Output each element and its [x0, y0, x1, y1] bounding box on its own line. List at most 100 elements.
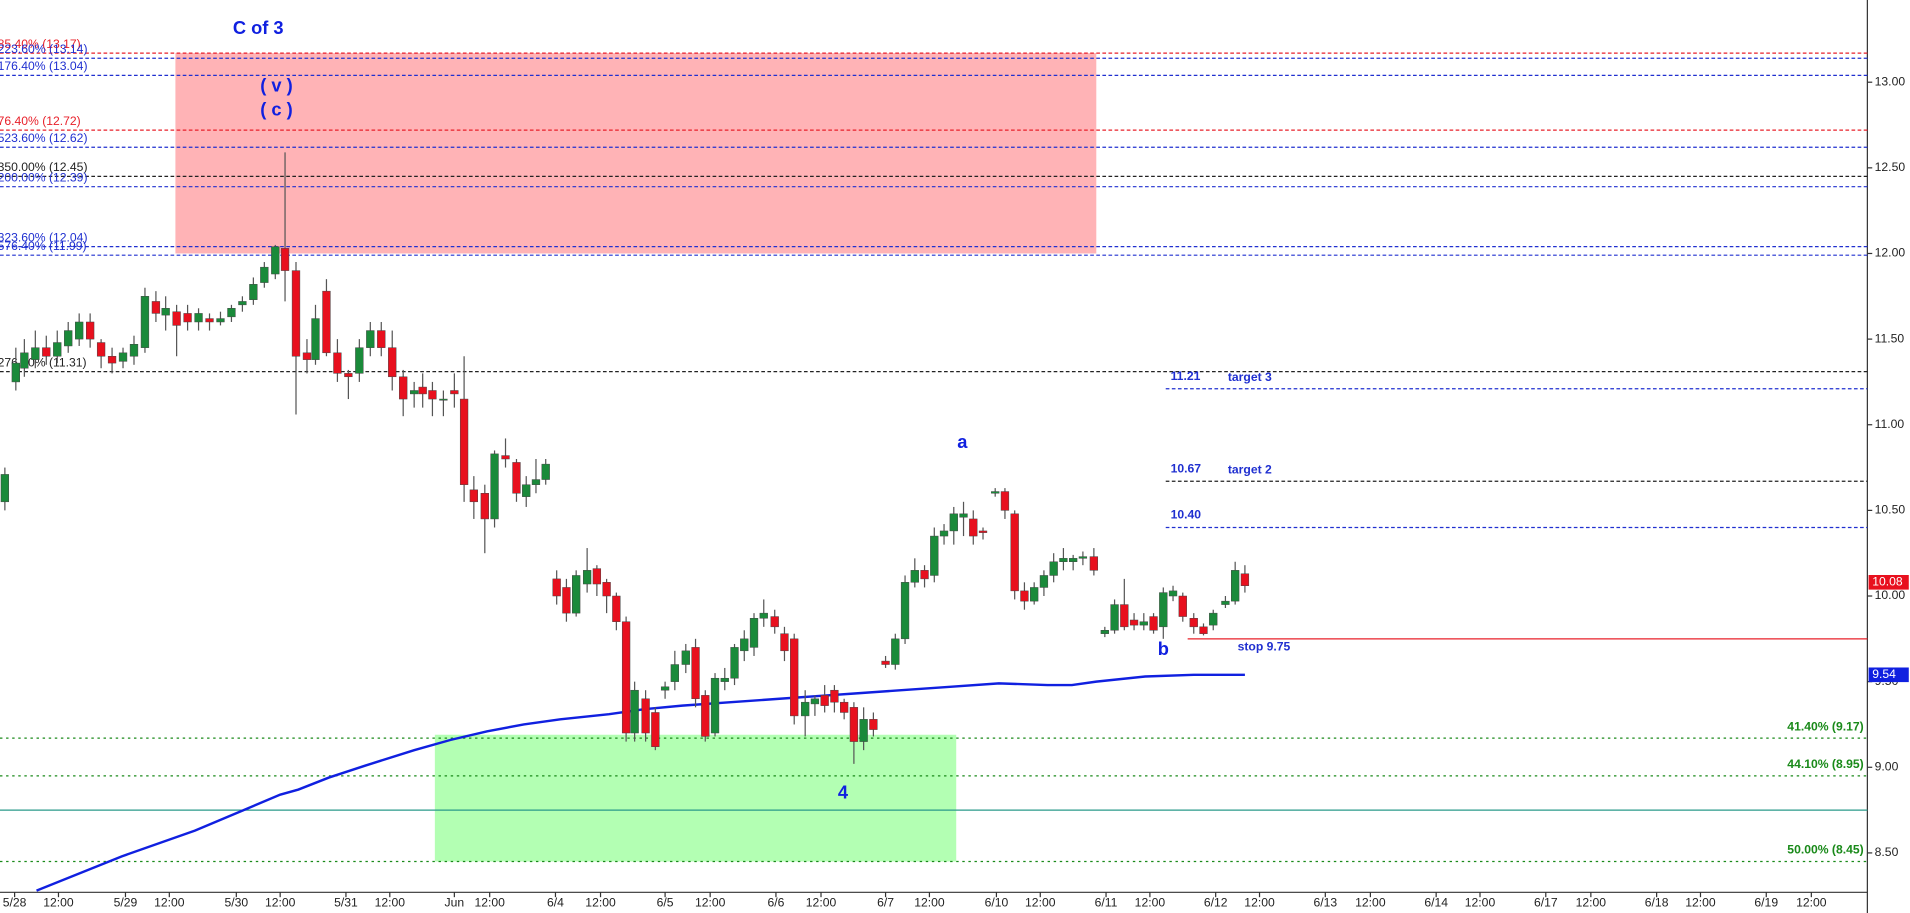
candle-body — [85, 321, 95, 340]
fib-label: 323.60% (12.04) — [0, 230, 87, 244]
price-tag — [1868, 667, 1909, 683]
fib-label: 176.40% (13.04) — [0, 59, 87, 73]
candle-body — [602, 582, 611, 597]
y-tick-label: 12.00 — [1875, 246, 1906, 260]
candle-body — [820, 695, 829, 706]
fib-label: 576.40% (11.99) — [0, 239, 87, 253]
candle-body — [1020, 590, 1029, 602]
x-tick-label: 5/29 — [114, 895, 138, 909]
candle-body — [790, 638, 799, 717]
x-tick-label: 12:00 — [585, 895, 616, 909]
candle-body — [388, 347, 397, 378]
candle-body — [1110, 604, 1119, 631]
candle-body — [900, 582, 910, 640]
candle-body — [939, 530, 949, 537]
candle-body — [450, 390, 459, 395]
retracement-label: 41.40% (9.17) — [1787, 719, 1863, 733]
candle-body — [291, 270, 301, 357]
zone — [175, 53, 1097, 254]
candle-body — [1178, 595, 1187, 617]
x-tick-label: 12:00 — [1796, 895, 1827, 909]
candle-body — [1039, 575, 1049, 588]
x-tick-label: 12:00 — [1355, 895, 1386, 909]
x-tick-label: 6/19 — [1754, 895, 1778, 909]
y-tick-label: 10.50 — [1875, 503, 1906, 517]
x-tick-label: 12:00 — [1025, 895, 1056, 909]
wave-label: ( v ) — [260, 74, 292, 95]
candle-body — [227, 308, 236, 318]
x-tick-label: 12:00 — [474, 895, 505, 909]
price-tag-label: 10.08 — [1872, 575, 1903, 589]
candle-body — [730, 647, 739, 679]
candle-body — [612, 595, 621, 622]
x-tick-label: 12:00 — [1244, 895, 1275, 909]
candle-body — [780, 633, 789, 652]
candle-body — [107, 355, 117, 364]
candle-body — [881, 660, 890, 665]
candle-body — [1059, 558, 1068, 563]
candle-body — [552, 578, 561, 597]
candle-body — [1049, 561, 1058, 576]
fib-label: 76.40% (12.72) — [0, 114, 81, 128]
candle-body — [0, 474, 10, 503]
x-tick-label: 6/11 — [1095, 895, 1118, 909]
x-tick-label: 12:00 — [43, 895, 74, 909]
candle-body — [302, 352, 312, 360]
candle-body — [322, 290, 331, 354]
target-name: target 3 — [1228, 370, 1272, 384]
x-tick-label: 6/12 — [1204, 895, 1228, 909]
wave-label: a — [957, 431, 968, 452]
candle-body — [720, 677, 729, 682]
fib-label: 223.60% (13.14) — [0, 42, 87, 56]
candle-body — [42, 347, 51, 357]
candle-body — [859, 719, 868, 742]
x-tick-label: 12:00 — [806, 895, 837, 909]
candle-body — [459, 398, 469, 485]
x-tick-label: Jun — [445, 895, 465, 909]
candle-body — [1231, 570, 1240, 602]
candle-body — [216, 318, 225, 323]
candle-body — [271, 246, 280, 275]
x-tick-label: 12:00 — [375, 895, 406, 909]
x-tick-label: 12:00 — [1685, 895, 1716, 909]
fib-label: 350.00% (12.45) — [0, 160, 87, 174]
candle-body — [660, 686, 670, 691]
candle-body — [651, 712, 660, 747]
y-tick-label: 8.50 — [1875, 845, 1899, 859]
price-tag — [1868, 575, 1909, 590]
x-tick-label: 6/13 — [1313, 895, 1337, 909]
wave-label: 4 — [838, 782, 849, 803]
x-tick-label: 5/31 — [334, 895, 358, 909]
candle-body — [280, 248, 290, 271]
candle-body — [759, 612, 768, 619]
candle-body — [1089, 556, 1099, 571]
candle-body — [490, 453, 499, 520]
y-tick-label: 9.00 — [1875, 760, 1899, 774]
candle-body — [920, 570, 929, 580]
candle-body — [701, 695, 710, 737]
fib-label: 85.40% (13.17) — [0, 37, 81, 51]
x-tick-label: 5/28 — [3, 895, 27, 909]
candle-body — [1120, 604, 1129, 628]
candle-body — [641, 698, 650, 734]
candle-body — [1209, 612, 1218, 626]
candle-body — [801, 701, 810, 717]
candle-body — [849, 707, 859, 742]
retracement-label: 50.00% (8.45) — [1787, 843, 1863, 857]
x-tick-label: 12:00 — [1465, 895, 1496, 909]
target-name: target 2 — [1228, 463, 1272, 477]
x-tick-label: 6/17 — [1534, 895, 1558, 909]
y-tick-label: 10.00 — [1875, 588, 1906, 602]
candle-body — [930, 535, 939, 576]
candle-body — [140, 296, 150, 348]
candle-body — [11, 362, 20, 383]
candle-body — [770, 616, 779, 628]
y-tick-label: 12.50 — [1875, 160, 1906, 174]
candle-body — [418, 386, 427, 395]
fib-label: 523.60% (12.62) — [0, 131, 87, 145]
candle-body — [311, 318, 320, 360]
candle-body — [891, 638, 900, 665]
candle-body — [621, 621, 631, 734]
